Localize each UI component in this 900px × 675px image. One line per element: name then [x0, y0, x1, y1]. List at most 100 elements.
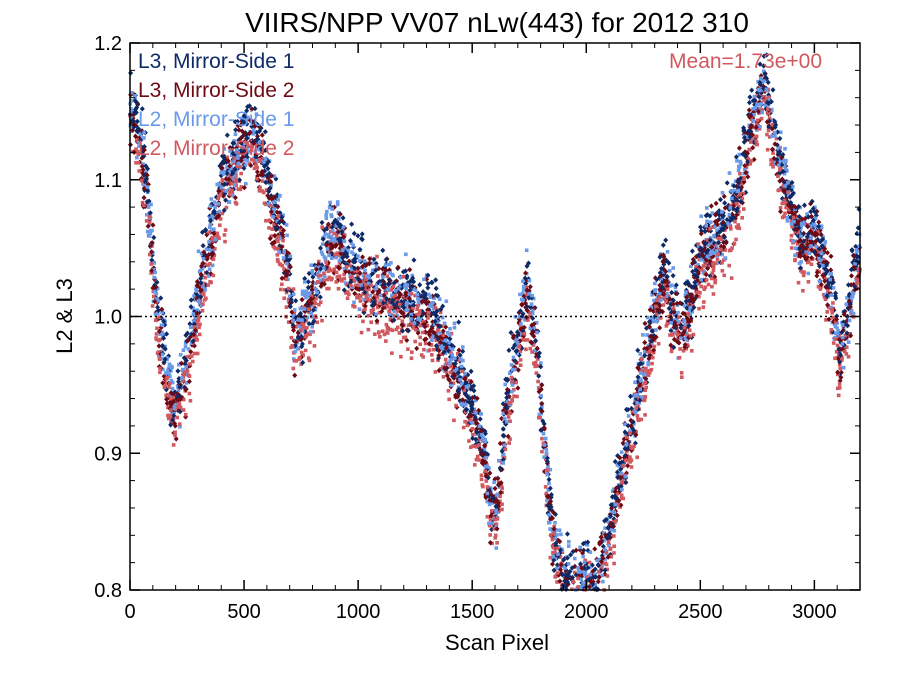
point-l3-ms1 [649, 328, 655, 334]
point-l2-ms2 [514, 380, 518, 385]
point-l3-ms1 [162, 346, 168, 352]
point-l3-ms1 [578, 561, 584, 567]
point-l3-ms2 [515, 367, 521, 373]
point-l3-ms2 [414, 345, 420, 352]
point-l3-ms1 [585, 547, 591, 554]
point-l2-ms1 [168, 393, 172, 398]
point-l2-ms1 [315, 290, 320, 295]
point-l2-ms2 [535, 364, 540, 368]
point-l2-ms2 [193, 337, 198, 342]
point-l2-ms1 [199, 251, 204, 256]
point-l3-ms1 [369, 302, 375, 309]
point-l2-ms2 [612, 561, 616, 566]
point-l2-ms2 [787, 207, 791, 212]
point-l3-ms1 [663, 237, 669, 243]
point-l3-ms2 [468, 413, 474, 419]
point-l2-ms1 [210, 263, 215, 268]
point-l3-ms1 [145, 188, 151, 194]
point-l2-ms1 [363, 268, 367, 273]
point-l3-ms2 [374, 318, 380, 324]
point-l2-ms2 [596, 570, 601, 574]
point-l2-ms2 [218, 223, 222, 228]
point-l3-ms1 [707, 213, 713, 219]
point-l2-ms2 [468, 418, 472, 422]
point-l2-ms2 [137, 169, 142, 173]
point-l2-ms2 [330, 268, 334, 273]
point-l3-ms1 [742, 135, 748, 141]
point-l2-ms1 [713, 224, 717, 228]
point-l2-ms2 [327, 266, 332, 271]
point-l3-ms1 [500, 426, 506, 432]
point-l2-ms1 [840, 335, 845, 340]
point-l2-ms2 [201, 293, 206, 297]
point-l2-ms1 [329, 256, 334, 260]
point-l3-ms2 [548, 516, 554, 523]
point-l2-ms2 [355, 295, 359, 300]
point-l2-ms1 [849, 309, 853, 314]
point-l2-ms2 [361, 319, 365, 324]
point-l3-ms1 [351, 230, 357, 237]
point-l3-ms1 [299, 343, 305, 350]
point-l2-ms1 [335, 202, 340, 207]
point-l2-ms1 [537, 412, 542, 417]
point-l2-ms2 [790, 224, 794, 229]
point-l3-ms2 [370, 289, 376, 295]
point-l3-ms2 [309, 286, 315, 293]
point-l3-ms2 [379, 308, 385, 315]
point-l3-ms1 [622, 429, 628, 435]
point-l2-ms2 [619, 496, 624, 501]
point-l3-ms1 [570, 574, 576, 581]
point-l2-ms1 [258, 145, 263, 149]
point-l2-ms1 [445, 330, 450, 335]
point-l2-ms1 [142, 183, 146, 187]
point-l2-ms2 [713, 261, 717, 266]
point-l2-ms2 [497, 508, 502, 513]
point-l2-ms2 [524, 285, 529, 290]
point-l2-ms2 [226, 172, 231, 177]
point-l2-ms1 [416, 317, 421, 322]
point-l2-ms2 [311, 329, 315, 334]
point-l3-ms2 [628, 423, 634, 429]
point-l2-ms1 [381, 275, 385, 279]
point-l2-ms2 [805, 248, 810, 253]
point-l3-ms2 [548, 498, 554, 505]
point-l2-ms2 [856, 278, 860, 282]
point-l3-ms2 [153, 284, 159, 290]
point-l2-ms1 [600, 573, 605, 578]
point-l2-ms2 [257, 188, 262, 193]
point-l2-ms2 [844, 345, 849, 350]
point-l2-ms2 [280, 263, 285, 268]
point-l3-ms2 [319, 281, 325, 287]
point-l2-ms2 [422, 347, 426, 352]
point-l3-ms1 [187, 321, 193, 327]
point-l3-ms1 [559, 572, 565, 578]
point-l2-ms1 [578, 545, 582, 550]
point-l2-ms2 [364, 289, 369, 293]
point-l2-ms2 [432, 347, 436, 352]
point-l2-ms2 [553, 575, 558, 579]
point-l2-ms2 [757, 126, 762, 131]
point-l2-ms2 [135, 149, 139, 154]
point-l2-ms2 [517, 345, 522, 349]
point-l2-ms1 [243, 141, 247, 146]
point-l3-ms2 [847, 304, 853, 310]
point-l3-ms1 [425, 281, 431, 287]
point-l2-ms2 [506, 415, 511, 419]
point-l2-ms1 [772, 162, 777, 167]
point-l2-ms2 [153, 318, 158, 323]
point-l2-ms2 [525, 338, 530, 342]
point-l2-ms1 [778, 130, 783, 135]
point-l3-ms1 [614, 469, 620, 475]
point-l3-ms2 [721, 244, 727, 250]
point-l3-ms2 [371, 295, 377, 301]
point-l3-ms1 [727, 217, 733, 224]
point-l3-ms2 [446, 376, 452, 382]
point-l2-ms2 [396, 316, 401, 320]
point-l2-ms1 [580, 570, 585, 575]
point-l3-ms2 [175, 397, 181, 404]
point-l2-ms2 [703, 285, 708, 290]
point-l2-ms2 [177, 403, 182, 408]
point-l2-ms1 [829, 293, 834, 297]
point-l2-ms2 [843, 333, 848, 338]
point-l3-ms1 [547, 485, 553, 491]
